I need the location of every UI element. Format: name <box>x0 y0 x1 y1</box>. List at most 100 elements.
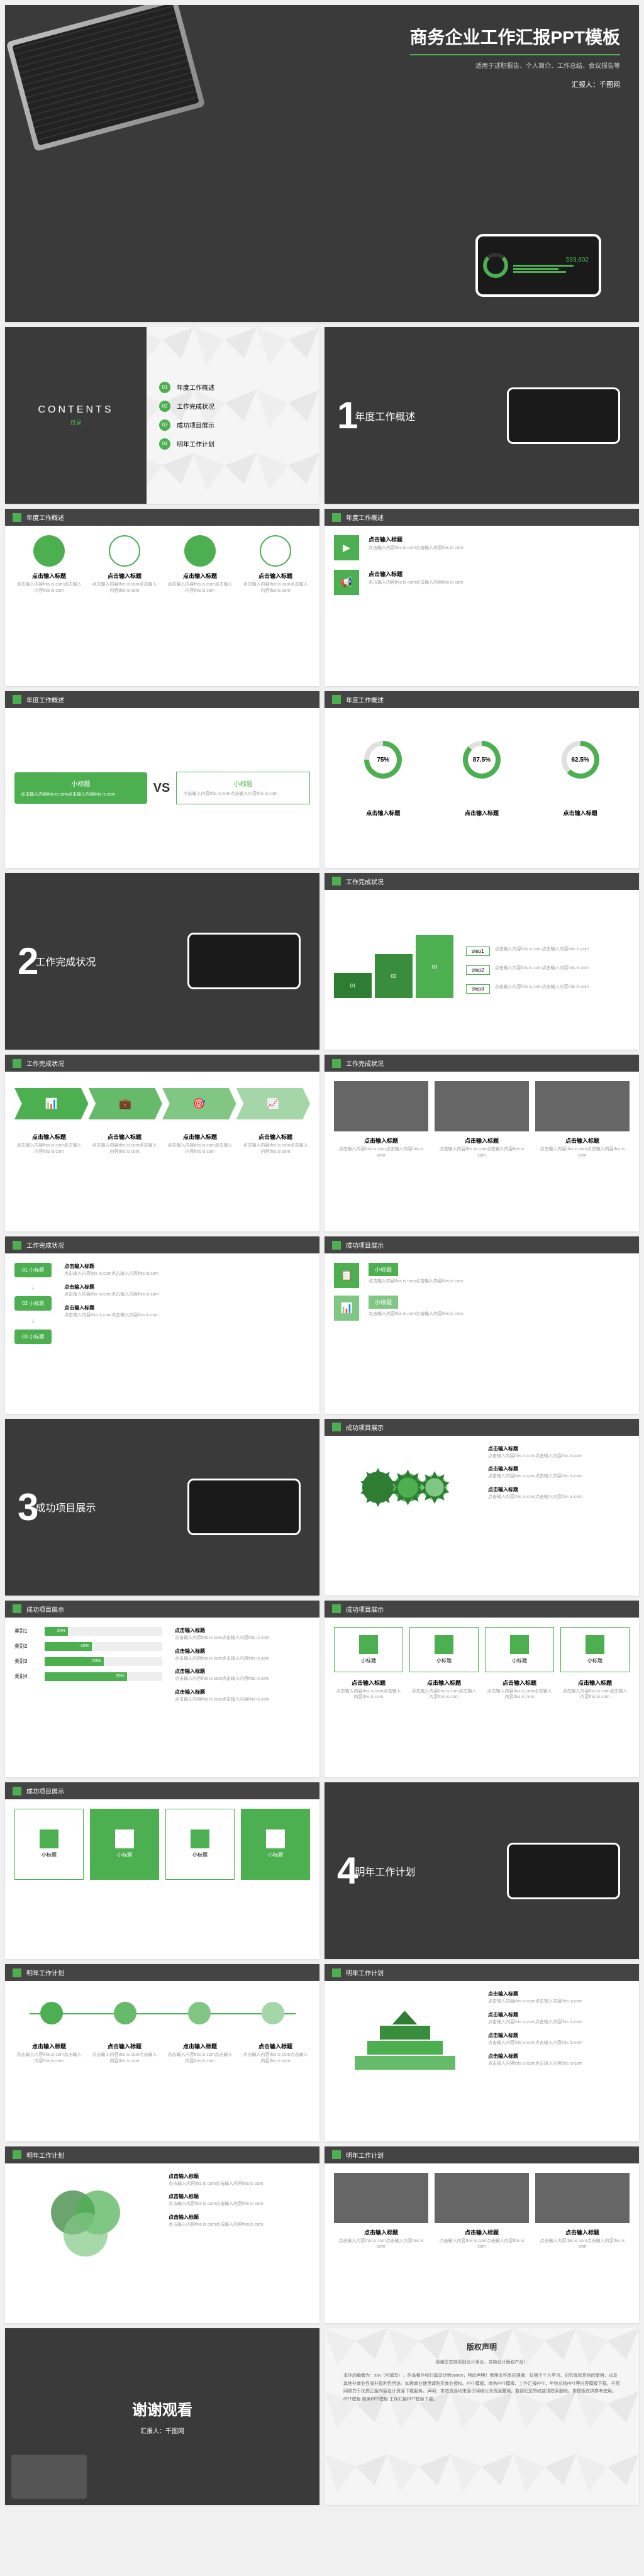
list-item: 点击输入标题点击输入内容this is com点击输入内容this is com <box>488 2011 630 2026</box>
hero-subtitle: 适用于述职报告、个人简介、工作总结、会议报告等 <box>410 60 620 70</box>
donut-icon <box>483 253 508 278</box>
image-placeholder <box>435 2173 529 2223</box>
copyright-slide: 版权声明 感谢您支持原创设计事业，支持设计版权产品！ 本作品编者为：xxx（可填… <box>325 2328 639 2505</box>
image-placeholder <box>334 1081 428 1131</box>
copyright-body: 本作品编者为：xxx（可填写）​，作品著作权归属设计师owner，特此声明！使用… <box>343 2372 620 2404</box>
timeline-node <box>40 2002 63 2024</box>
s3-boxes-2: 成功项目展示 小标题 小标题 小标题 小标题 <box>5 1782 319 1959</box>
bar-row: 类别240% <box>14 1642 162 1651</box>
gear-icon <box>362 1472 394 1503</box>
pct-donut: 62.5% <box>562 741 599 779</box>
list-item: 点击输入标题点击输入内容this is com点击输入内容this is com <box>165 1133 235 1223</box>
list-item: 点击输入标题点击输入内容this is com点击输入内容this is com <box>488 1990 630 2005</box>
box-icon <box>359 1635 378 1654</box>
s2-images: 工作完成状况 点击输入标题点击输入内容this is com点击输入内容this… <box>325 1055 639 1231</box>
list-item: 点击输入标题点击输入内容this is com点击输入内容this is com <box>14 1133 84 1223</box>
section-2-header: 2 工作完成状况 <box>5 873 319 1050</box>
s1-donuts: 年度工作概述 75%87.5%62.5% 点击输入标题点击输入标题点击输入标题 <box>325 691 639 868</box>
contents-slide: CONTENTS 目录 01年度工作概述02工作完成状况03成功项目展示04明年… <box>5 327 319 504</box>
chart-icon <box>13 1604 21 1613</box>
box-item: 小标题 <box>409 1627 479 1672</box>
flag-icon: ▶ <box>334 535 359 560</box>
arrow-3: 🎯 <box>162 1088 236 1119</box>
thanks-title: 谢谢观看 <box>132 2397 192 2419</box>
list-item: 点击输入标题点击输入内容this is com点击输入内容this is com <box>165 2042 235 2133</box>
box-icon <box>115 1829 134 1848</box>
toc-item: 04明年工作计划 <box>159 438 319 450</box>
contents-title: CONTENTS <box>38 404 114 416</box>
list-item: 点击输入标题点击输入内容this is com点击输入内容this is com <box>90 1133 159 1223</box>
banner-icon: 📊 <box>334 1296 359 1321</box>
thanks-slide: 谢谢观看 汇报人：千图网 <box>5 2328 319 2505</box>
hero-author: 汇报人：千图网 <box>410 79 620 89</box>
box-item: 小标题 <box>334 1627 403 1672</box>
list-item: 点击输入标题点击输入内容this is com点击输入内容this is com <box>409 1679 479 1769</box>
chart-icon <box>13 2150 21 2159</box>
arrow-1: 📊 <box>14 1088 89 1119</box>
list-item: 点击输入标题点击输入内容this is com点击输入内容this is com <box>241 535 310 677</box>
box-item: 小标题 <box>560 1627 630 1672</box>
list-item: 点击输入标题点击输入内容this is com点击输入内容this is com <box>488 1486 630 1501</box>
list-item: 点击输入标题点击输入内容this is com点击输入内容this is com <box>175 1627 310 1641</box>
list-item: 点击输入标题点击输入内容this is com点击输入内容this is com <box>535 2173 630 2314</box>
gear-icon <box>394 1474 422 1502</box>
s1-icons-row: 年度工作概述 ▶ 点击输入标题点击输入内容this is com点击输入内容th… <box>325 509 639 686</box>
list-item: 点击输入标题点击输入内容this is com点击输入内容this is com <box>90 535 159 677</box>
slide-grid: 商务企业工作汇报PPT模板 适用于述职报告、个人简介、工作总结、会议报告等 汇报… <box>0 0 644 2510</box>
chart-icon <box>332 1423 341 1431</box>
s4-timeline: 明年工作计划 点击输入标题点击输入内容this is com点击输入内容this… <box>5 1964 319 2141</box>
section-1-header: 1 年度工作概述 <box>325 327 639 504</box>
circle-icon <box>33 535 65 567</box>
image-placeholder <box>334 2173 428 2223</box>
toc-item: 03成功项目展示 <box>159 419 319 431</box>
s2-flow: 工作完成状况 01 小标题 ↓ 02 小标题 ↓ 03 小标题 点击输入标题点击… <box>5 1236 319 1413</box>
box-item: 小标题 <box>485 1627 554 1672</box>
chart-icon <box>13 1968 21 1977</box>
s4-venn: 明年工作计划 点击输入标题点击输入内容this is com点击输入内容this… <box>5 2146 319 2323</box>
list-item: 点击输入标题点击输入内容this is com点击输入内容this is com <box>175 1668 310 1682</box>
circle-icon <box>260 535 291 567</box>
list-item: 点击输入标题点击输入内容this is com点击输入内容this is com <box>435 1081 529 1223</box>
bar-row: 类别350% <box>14 1657 162 1666</box>
gear-icon <box>422 1475 447 1500</box>
chart-icon <box>13 1787 21 1796</box>
list-item: 点击输入标题点击输入内容this is com点击输入内容this is com <box>90 2042 159 2133</box>
list-item: 点击输入标题点击输入内容this is com点击输入内容this is com <box>165 535 235 677</box>
hero-slide: 商务企业工作汇报PPT模板 适用于述职报告、个人简介、工作总结、会议报告等 汇报… <box>5 5 639 322</box>
list-item: 点击输入标题点击输入内容this is com点击输入内容this is com <box>14 2042 84 2133</box>
list-item: 点击输入标题点击输入内容this is com点击输入内容this is com <box>488 2032 630 2046</box>
megaphone-icon: 📢 <box>334 570 359 595</box>
circle-icon <box>184 535 216 567</box>
list-item: 点击输入标题点击输入内容this is com点击输入内容this is com <box>169 2193 310 2207</box>
s1-four-circles: 年度工作概述 点击输入标题点击输入内容this is com点击输入内容this… <box>5 509 319 686</box>
chart-icon <box>13 1241 21 1250</box>
chart-icon <box>13 695 21 704</box>
copyright-title: 版权声明 <box>343 2341 620 2355</box>
s3-banner: 成功项目展示 📋 小标题点击输入内容this is com点击输入内容this … <box>325 1236 639 1413</box>
s2-steps: 工作完成状况 01 02 03 step1点击输入内容this is com点击… <box>325 873 639 1050</box>
s3-gears: 成功项目展示 点击输入标题点击输入内容this is com点击输入内容this… <box>325 1419 639 1596</box>
banner-icon: 📋 <box>334 1263 359 1288</box>
timeline-node <box>114 2002 136 2024</box>
image-placeholder <box>435 1081 529 1131</box>
s3-bars: 成功项目展示 类别120%类别240%类别350%类别470% 点击输入标题点击… <box>5 1601 319 1777</box>
list-item: 点击输入标题点击输入内容this is com点击输入内容this is com <box>175 1689 310 1703</box>
list-item: 点击输入标题点击输入内容this is com点击输入内容this is com <box>64 1284 310 1298</box>
bar-row: 类别470% <box>14 1672 162 1681</box>
toc-item: 02工作完成状况 <box>159 401 319 412</box>
hero-title: 商务企业工作汇报PPT模板 <box>410 24 620 55</box>
chart-icon <box>332 513 341 522</box>
s3-boxes: 成功项目展示 小标题小标题小标题小标题 点击输入标题点击输入内容this is … <box>325 1601 639 1777</box>
vs-label: VS <box>153 781 170 796</box>
list-item: 点击输入标题点击输入内容this is com点击输入内容this is com <box>560 1679 630 1769</box>
laptop-small <box>11 2455 87 2499</box>
list-item: 点击输入标题点击输入内容this is com点击输入内容this is com <box>488 2053 630 2067</box>
list-item: 点击输入标题点击输入内容this is com点击输入内容this is com <box>535 1081 630 1223</box>
list-item: 点击输入标题点击输入内容this is com点击输入内容this is com <box>175 1648 310 1662</box>
timeline-node <box>188 2002 211 2024</box>
laptop-graphic <box>6 5 205 152</box>
list-item: 点击输入标题点击输入内容this is com点击输入内容this is com <box>334 2173 428 2314</box>
list-item: 点击输入标题点击输入内容this is com点击输入内容this is com <box>485 1679 554 1769</box>
list-item: 点击输入标题点击输入内容this is com点击输入内容this is com <box>435 2173 529 2314</box>
pct-donut: 75% <box>364 741 402 779</box>
